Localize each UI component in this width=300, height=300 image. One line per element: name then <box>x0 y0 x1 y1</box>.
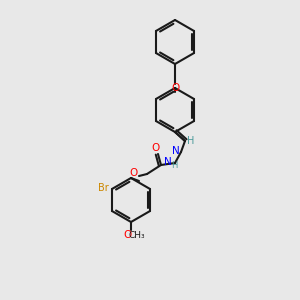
Text: H: H <box>171 160 177 169</box>
Text: N: N <box>172 146 180 156</box>
Text: O: O <box>152 143 160 153</box>
Text: H: H <box>187 136 195 146</box>
Text: O: O <box>124 230 132 240</box>
Text: Br: Br <box>98 183 108 193</box>
Text: O: O <box>171 83 179 93</box>
Text: N: N <box>164 157 172 167</box>
Text: CH₃: CH₃ <box>129 230 145 239</box>
Text: O: O <box>129 168 137 178</box>
